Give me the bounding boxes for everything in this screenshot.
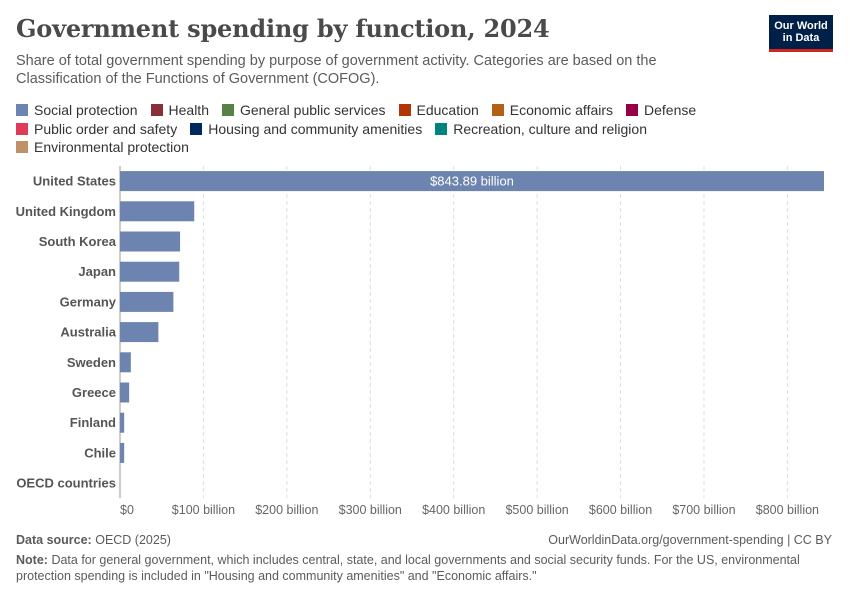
data-source-link[interactable]: OECD (2025) (95, 533, 171, 547)
x-tick-label-700: $700 billion (672, 503, 735, 517)
category-label-sweden: Sweden (67, 355, 116, 370)
legend-item-health[interactable]: Health (150, 101, 209, 120)
category-label-germany: Germany (60, 294, 117, 309)
legend-swatch (16, 141, 28, 154)
data-source-label: Data source: (16, 533, 92, 547)
chart-note: Note: Data for general government, which… (16, 553, 826, 584)
legend-label: Defense (644, 102, 697, 119)
legend: Social protection Health General public … (16, 101, 816, 157)
legend-label: Social protection (34, 102, 138, 119)
source-url[interactable]: OurWorldinData.org/government-spending |… (548, 533, 832, 547)
bar-chart: United States $843.89 billion United Kingd… (16, 166, 824, 517)
legend-label: Education (416, 102, 479, 119)
logo-line-1: Our World (774, 20, 828, 32)
legend-item-environmental-protection[interactable]: Environmental protection (16, 138, 189, 157)
legend-item-public-order-and-safety[interactable]: Public order and safety (16, 120, 177, 139)
legend-swatch (221, 104, 234, 117)
legend-swatch (398, 104, 411, 117)
data-source: Data source: OECD (2025) (16, 533, 171, 547)
legend-label: Economic affairs (509, 102, 614, 119)
category-label-greece: Greece (72, 385, 116, 400)
category-label-south-korea: South Korea (39, 234, 117, 249)
legend-item-social-protection[interactable]: Social protection (16, 101, 138, 120)
bar-south-korea-social-protection (120, 231, 181, 252)
legend-item-recreation-culture-and-religion[interactable]: Recreation, culture and religion (435, 120, 647, 139)
data-label-united-states: $843.89 billion (430, 174, 514, 189)
legend-swatch (16, 104, 28, 117)
legend-swatch (150, 104, 163, 117)
x-tick-label-0: $0 (120, 503, 134, 517)
legend-item-economic-affairs[interactable]: Economic affairs (491, 101, 614, 120)
chart-title: Government spending by function, 2024 (16, 14, 550, 43)
legend-swatch (16, 122, 28, 135)
x-tick-label-800: $800 billion (756, 503, 819, 517)
note-label: Note: (16, 553, 48, 567)
bar-germany-social-protection (120, 291, 174, 312)
category-label-united-kingdom: United Kingdom (16, 204, 116, 219)
bar-sweden-social-protection (120, 352, 131, 373)
logo-line-2: in Data (782, 32, 820, 44)
category-label-oecd-countries: OECD countries (16, 476, 116, 491)
legend-label: General public services (239, 102, 386, 119)
bar-chile-social-protection (120, 442, 125, 463)
legend-label: Environmental protection (34, 139, 189, 156)
category-label-united-states: United States (33, 174, 116, 189)
bar-japan-social-protection (120, 261, 180, 282)
legend-swatch (435, 122, 448, 135)
legend-label: Health (168, 102, 209, 119)
legend-label: Public order and safety (34, 120, 178, 137)
bar-united-states-social-protection (120, 171, 824, 192)
legend-swatch (491, 104, 504, 117)
legend-item-housing-and-community-amenities[interactable]: Housing and community amenities (190, 120, 422, 139)
legend-label: Recreation, culture and religion (453, 120, 647, 137)
legend-item-education[interactable]: Education (398, 101, 479, 120)
x-tick-label-200: $200 billion (255, 503, 318, 517)
bar-greece-social-protection (120, 382, 130, 403)
x-tick-label-300: $300 billion (339, 503, 402, 517)
category-label-australia: Australia (60, 325, 116, 340)
category-label-chile: Chile (84, 445, 116, 460)
owid-logo[interactable]: Our World in Data (769, 15, 833, 52)
legend-label: Housing and community amenities (208, 120, 423, 137)
bar-finland-social-protection (120, 412, 125, 433)
bar-australia-social-protection (120, 322, 159, 343)
legend-item-defense[interactable]: Defense (626, 101, 696, 120)
category-label-finland: Finland (70, 415, 116, 430)
x-tick-label-100: $100 billion (172, 503, 235, 517)
x-tick-label-400: $400 billion (422, 503, 485, 517)
bar-united-kingdom-social-protection (120, 201, 195, 222)
legend-item-general-public-services[interactable]: General public services (221, 101, 386, 120)
category-label-japan: Japan (78, 264, 116, 279)
x-tick-label-500: $500 billion (505, 503, 568, 517)
legend-swatch (190, 122, 203, 135)
x-tick-label-600: $600 billion (589, 503, 652, 517)
chart-subtitle: Share of total government spending by pu… (16, 53, 657, 87)
note-text: Data for general government, which inclu… (16, 553, 800, 583)
legend-swatch (626, 104, 639, 117)
